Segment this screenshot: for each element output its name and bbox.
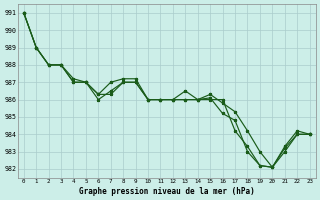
X-axis label: Graphe pression niveau de la mer (hPa): Graphe pression niveau de la mer (hPa) xyxy=(79,187,255,196)
